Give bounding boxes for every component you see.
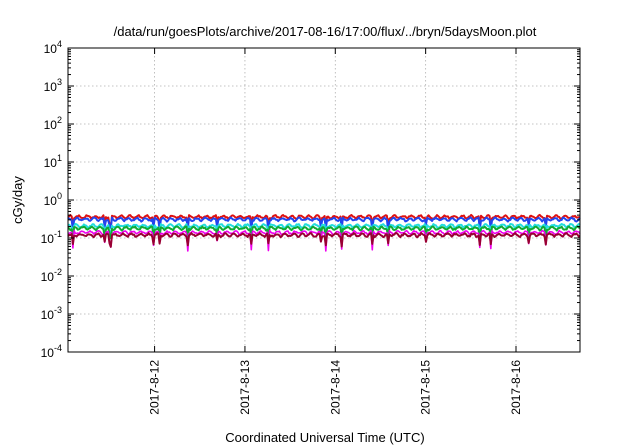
x-tick-label: 2017-8-14 bbox=[328, 360, 342, 415]
series-line bbox=[67, 229, 581, 252]
tick-layer: 10-4 10-3 10-2 10-1 100 101 102 103 104 2017-8-12… bbox=[41, 39, 580, 415]
y-tick-label: 10-2 bbox=[41, 267, 62, 284]
y-tick-label: 10-4 bbox=[41, 343, 62, 360]
y-tick-label: 101 bbox=[44, 153, 62, 170]
y-tick-label: 102 bbox=[44, 115, 62, 132]
series-line bbox=[67, 232, 581, 248]
x-axis-label: Coordinated Universal Time (UTC) bbox=[225, 430, 424, 445]
chart-title: /data/run/goesPlots/archive/2017-08-16/1… bbox=[114, 24, 537, 39]
y-tick-label: 100 bbox=[44, 191, 62, 208]
y-tick-label: 10-1 bbox=[41, 229, 62, 246]
x-tick-label: 2017-8-16 bbox=[509, 360, 523, 415]
y-tick-label: 104 bbox=[44, 39, 62, 56]
y-axis-label: cGy/day bbox=[10, 176, 25, 224]
y-tick-label: 10-3 bbox=[41, 305, 62, 322]
grid-layer bbox=[68, 48, 580, 352]
y-tick-label: 103 bbox=[44, 77, 62, 94]
series-layer bbox=[67, 213, 581, 252]
x-tick-label: 2017-8-15 bbox=[419, 360, 433, 415]
x-tick-label: 2017-8-13 bbox=[238, 360, 252, 415]
x-tick-label: 2017-8-12 bbox=[148, 360, 162, 415]
